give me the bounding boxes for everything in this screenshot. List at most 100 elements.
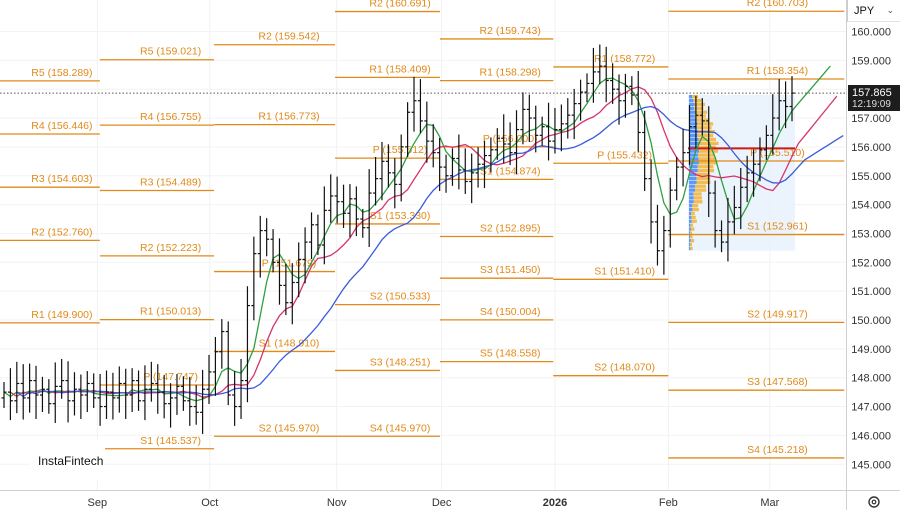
- volume-profile-row: [689, 180, 697, 184]
- ohlc-bar: [706, 106, 712, 218]
- volume-profile-row: [689, 246, 691, 251]
- volume-profile-row: [694, 102, 705, 107]
- ohlc-bar: [39, 376, 45, 413]
- ohlc-bar: [84, 371, 90, 413]
- ohlc-bar: [78, 374, 84, 419]
- last-price-badge: 157.865 12:19:09: [848, 85, 900, 111]
- chevron-down-icon: ⌄: [886, 5, 894, 15]
- volume-profile-row: [690, 227, 695, 231]
- ohlc-bar: [578, 79, 584, 121]
- volume-profile-row: [689, 219, 692, 223]
- pivot-level-label: R2 (160.703): [747, 0, 808, 9]
- volume-profile-row: [689, 168, 698, 173]
- brand-watermark: InstaFintech: [30, 440, 105, 480]
- volume-profile-row: [689, 126, 697, 130]
- volume-profile-row: [697, 133, 714, 138]
- pivot-level-label: R1 (149.900): [31, 309, 92, 321]
- ohlc-bar: [193, 384, 199, 425]
- ohlc-bar: [751, 149, 757, 197]
- volume-profile-row: [691, 211, 695, 216]
- ohlc-bar: [629, 76, 635, 106]
- volume-profile-row: [689, 207, 693, 212]
- pivot-level-label: S4 (145.970): [370, 422, 431, 434]
- ohlc-bar: [1, 382, 7, 408]
- pivot-level-label: P (155.432): [597, 149, 652, 161]
- ohlc-bar: [309, 212, 315, 260]
- settings-gear-icon[interactable]: [867, 495, 881, 509]
- ohlc-bar: [232, 371, 238, 426]
- ohlc-bar: [494, 128, 500, 160]
- volume-profile-row: [689, 204, 693, 208]
- ohlc-bar: [449, 148, 455, 186]
- volume-profile-row: [690, 246, 693, 251]
- pivot-level-label: S2 (148.070): [594, 362, 655, 374]
- ohlc-bar: [97, 373, 103, 426]
- ohlc-bar: [168, 383, 174, 428]
- pivot-level-label: S2 (145.970): [259, 422, 320, 434]
- volume-profile-row: [695, 110, 708, 114]
- ohlc-bar: [533, 105, 539, 153]
- ohlc-bar: [302, 227, 308, 284]
- ohlc-bar: [770, 94, 776, 155]
- ohlc-bar: [341, 184, 347, 228]
- ohlc-bar: [136, 370, 142, 411]
- pivot-level-label: P (155.510): [750, 147, 805, 159]
- volume-profile-row: [693, 98, 702, 103]
- volume-profile-row: [698, 137, 716, 142]
- ohlc-bar: [129, 368, 135, 413]
- ohlc-bar: [776, 79, 782, 131]
- pivot-level-label: R1 (150.013): [140, 306, 201, 318]
- price-tick-label: 150.000: [851, 315, 891, 327]
- volume-profile-row: [689, 94, 693, 99]
- ohlc-bar: [315, 214, 321, 256]
- ohlc-bar: [661, 215, 667, 275]
- ohlc-bar: [731, 185, 737, 235]
- bar-countdown: 12:19:09: [852, 99, 891, 110]
- price-tick-label: 153.000: [851, 228, 891, 240]
- ohlc-bar: [674, 156, 680, 201]
- ohlc-bar: [379, 141, 385, 201]
- price-tick-label: 147.000: [851, 402, 891, 414]
- pivot-level-label: R3 (154.603): [31, 173, 92, 185]
- ohlc-bar: [558, 104, 564, 152]
- volume-profile-row: [689, 141, 700, 146]
- pivot-level-label: R2 (152.760): [31, 226, 92, 238]
- volume-profile-row: [690, 242, 692, 247]
- ohlc-bar: [526, 94, 532, 142]
- time-tick-label: Dec: [432, 497, 452, 509]
- pivot-level-label: S1 (153.330): [370, 210, 431, 222]
- volume-profile-row: [689, 223, 691, 227]
- time-tick-label: Sep: [88, 497, 108, 509]
- pivot-level-label: S1 (151.410): [594, 265, 655, 277]
- volume-profile-row: [689, 231, 691, 235]
- price-tick-label: 157.000: [851, 113, 891, 125]
- ohlc-bar: [667, 177, 673, 248]
- ohlc-bar: [174, 373, 180, 415]
- ohlc-bar: [443, 154, 449, 193]
- ohlc-bar: [148, 361, 154, 402]
- pivot-level-label: S2 (150.533): [370, 291, 431, 303]
- volume-profile-row: [689, 239, 691, 243]
- ohlc-bar: [686, 105, 692, 166]
- ohlc-bar: [590, 47, 596, 103]
- ohlc-bar: [616, 74, 622, 125]
- time-tick-label: Mar: [760, 497, 779, 509]
- price-tick-label: 148.000: [851, 373, 891, 385]
- pivot-level-label: S3 (151.450): [480, 264, 541, 276]
- volume-profile-row: [692, 207, 699, 212]
- pivot-level-label: S5 (148.558): [480, 348, 541, 360]
- ohlc-bar: [571, 88, 577, 140]
- ohlc-bar: [65, 361, 71, 423]
- ohlc-bar: [699, 98, 705, 136]
- pivot-level-label: P (155.612): [373, 144, 428, 156]
- ohlc-bar: [635, 71, 641, 152]
- time-axis[interactable]: Sep Oct Nov Dec 2026 Feb Mar: [88, 497, 780, 509]
- brand-label: InstaFintech: [38, 454, 104, 468]
- ohlc-bar: [462, 148, 468, 194]
- volume-profile-row: [696, 172, 710, 177]
- ohlc-bar: [155, 364, 161, 414]
- ohlc-bar: [430, 124, 436, 168]
- currency-selector[interactable]: JPY ⌄: [847, 0, 900, 22]
- ohlc-bar: [648, 159, 654, 244]
